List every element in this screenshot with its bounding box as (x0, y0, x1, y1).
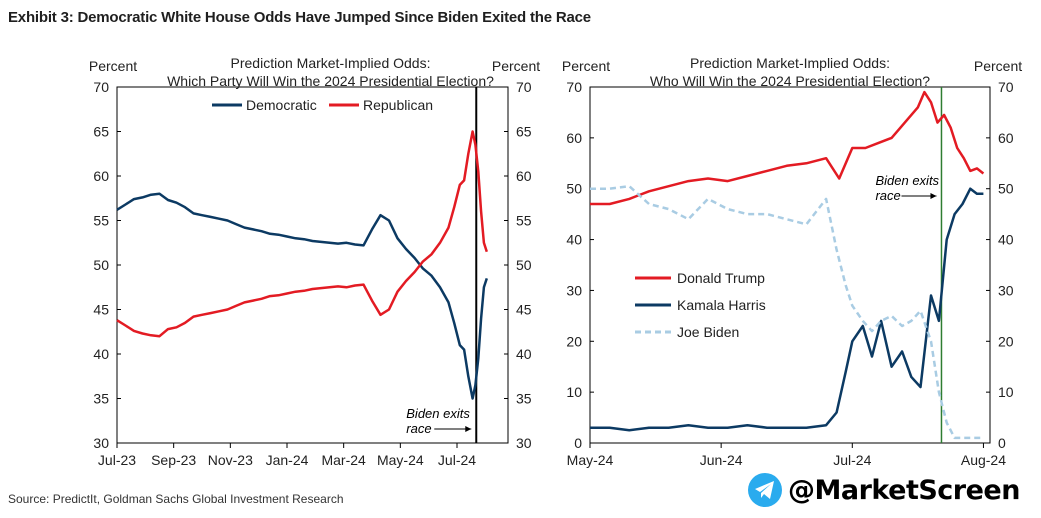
c1-series-democratic (116, 192, 488, 400)
c1-ytick-label-left: 65 (93, 124, 109, 140)
c1-xtick-label: Mar-24 (321, 452, 366, 468)
c2-ytick-label-left: 0 (574, 435, 582, 451)
c1-xtick-label: Nov-23 (208, 452, 253, 468)
c2-ytick-label-right: 70 (998, 79, 1014, 95)
c2-ytick-label-right: 30 (998, 282, 1014, 298)
c1-legend-label: Democratic (246, 97, 317, 113)
c1-chart-title-line2: Which Party Will Win the 2024 Presidenti… (167, 73, 494, 89)
c2-legend-label: Kamala Harris (677, 297, 766, 313)
c1-chart-title-line1: Prediction Market-Implied Odds: (231, 55, 431, 71)
c2-ylabel-right: Percent (974, 58, 1022, 74)
c1-plot-frame (116, 86, 509, 444)
c2-legend-label: Donald Trump (677, 270, 765, 286)
c1-ytick-label-right: 35 (516, 391, 532, 407)
c1-ytick-label-left: 55 (93, 213, 109, 229)
c1-ytick-label-left: 50 (93, 257, 109, 273)
c2-xtick-label: May-24 (567, 452, 614, 468)
c2-chart-title-line2: Who Will Win the 2024 Presidential Elect… (650, 73, 930, 89)
c1-ytick-label-left: 70 (93, 79, 109, 95)
c2-ytick-label-left: 10 (566, 384, 582, 400)
c1-annotation-line1: Biden exits (406, 406, 470, 421)
c2-plot-frame (589, 86, 991, 444)
c1-ylabel-left: Percent (89, 58, 137, 74)
c1-xtick-label: Jan-24 (266, 452, 309, 468)
c1-xtick-label: Sep-23 (151, 452, 196, 468)
c1-series-republican (116, 130, 488, 338)
c1-ytick-label-right: 40 (516, 346, 532, 362)
c2-xtick-label: Jun-24 (700, 452, 743, 468)
c1-ytick-label-left: 40 (93, 346, 109, 362)
c2-ytick-label-right: 40 (998, 232, 1014, 248)
c2-ylabel-left: Percent (562, 58, 610, 74)
c2-chart-title-line1: Prediction Market-Implied Odds: (690, 55, 890, 71)
c1-ytick-label-right: 55 (516, 213, 532, 229)
c2-ytick-label-right: 50 (998, 181, 1014, 197)
c2-ytick-label-right: 10 (998, 384, 1014, 400)
telegram-icon (748, 473, 782, 507)
c1-ytick-label-left: 60 (93, 168, 109, 184)
c1-ytick-label-right: 45 (516, 302, 532, 318)
c1-annotation-line2: race (406, 421, 431, 436)
c2-annotation-line1: Biden exits (875, 173, 939, 188)
c2-series-joe-biden (590, 184, 984, 440)
c1-ytick-label-right: 65 (516, 124, 532, 140)
c2-ytick-label-right: 60 (998, 130, 1014, 146)
c1-ytick-label-left: 45 (93, 302, 109, 318)
c1-ytick-label-right: 50 (516, 257, 532, 273)
charts-canvas: 30 30 35 35 40 40 45 45 50 50 55 55 60 60 65 65 70 70 Jul-… (89, 55, 1022, 468)
c1-ytick-label-right: 30 (516, 435, 532, 451)
c1-ylabel-right: Percent (492, 58, 540, 74)
source-note: Source: PredictIt, Goldman Sachs Global … (8, 492, 344, 506)
c2-ytick-label-right: 20 (998, 333, 1014, 349)
c2-annotation-arrow-head (930, 193, 937, 199)
c2-ytick-label-left: 30 (566, 282, 582, 298)
c1-legend-label: Republican (363, 97, 433, 113)
c2-ytick-label-right: 0 (998, 435, 1006, 451)
c2-xtick-label: Aug-24 (961, 452, 1006, 468)
c1-ytick-label-left: 30 (93, 435, 109, 451)
exhibit-title: Exhibit 3: Democratic White House Odds H… (8, 9, 591, 26)
c2-series-donald-trump (590, 90, 985, 206)
c2-xtick-label: Jul-24 (833, 452, 871, 468)
c1-xtick-label: May-24 (377, 452, 424, 468)
c2-ytick-label-left: 60 (566, 130, 582, 146)
watermark: @MarketScreen (748, 472, 1020, 508)
c1-xtick-label: Jul-24 (438, 452, 476, 468)
c2-ytick-label-left: 40 (566, 232, 582, 248)
c1-xtick-label: Jul-23 (98, 452, 136, 468)
c2-ytick-label-left: 20 (566, 333, 582, 349)
c2-ytick-label-left: 70 (566, 79, 582, 95)
c1-annotation-arrow-head (465, 426, 472, 432)
c1-ytick-label-left: 35 (93, 391, 109, 407)
c2-legend-label: Joe Biden (677, 324, 739, 340)
c2-annotation-line2: race (875, 188, 900, 203)
c1-ytick-label-right: 70 (516, 79, 532, 95)
c2-ytick-label-left: 50 (566, 181, 582, 197)
watermark-handle: @MarketScreen (788, 474, 1020, 506)
c1-ytick-label-right: 60 (516, 168, 532, 184)
c2-series-kamala-harris (590, 187, 984, 432)
